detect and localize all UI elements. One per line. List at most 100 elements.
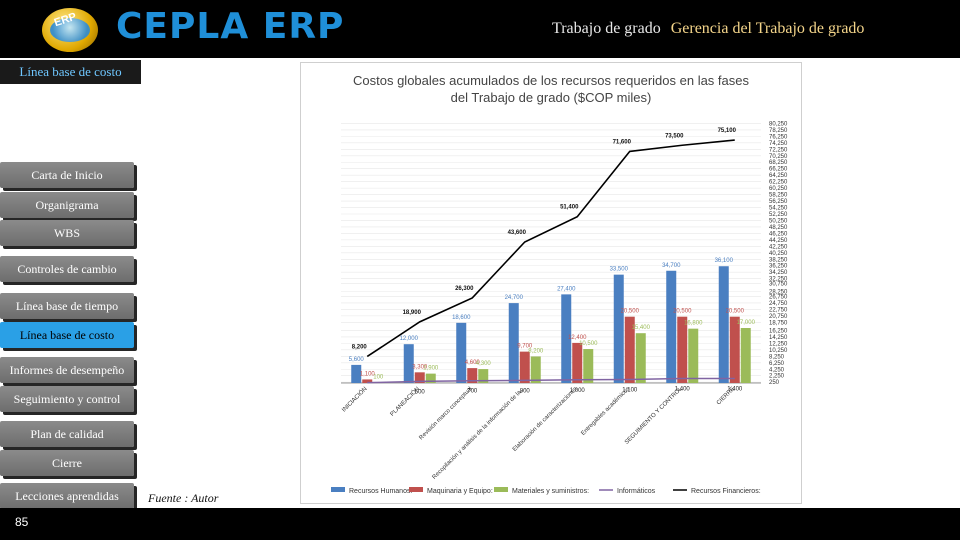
category-label: INICIACIÓN [341, 385, 369, 413]
y-tick-label: 60,250 [769, 186, 788, 192]
y-tick-label: 28,250 [769, 290, 788, 296]
bar-label: 1,100 [360, 371, 376, 377]
line-label: 43,600 [508, 230, 527, 236]
y-tick-label: 18,750 [769, 320, 788, 326]
y-tick-label: 76,250 [769, 134, 788, 140]
legend-label: Maquinaria y Equipo: [427, 488, 493, 495]
bar-label: 12,000 [400, 336, 419, 342]
bar-label: 15,400 [632, 325, 651, 331]
line-informaticos [367, 377, 735, 384]
y-tick-label: 72,250 [769, 147, 788, 153]
y-tick-label: 52,250 [769, 212, 788, 218]
sidebar-item-plan-de-calidad[interactable]: Plan de calidad [0, 421, 134, 447]
app-title: CEPLA ERP [116, 6, 345, 47]
category-label: SEGUIMIENTO Y CONTROL [624, 386, 684, 446]
y-tick-label: 14,250 [769, 335, 788, 341]
y-tick-label: 44,250 [769, 238, 788, 244]
line-label: 71,600 [613, 139, 632, 145]
bar-1-1 [414, 372, 425, 383]
bar-label: 20,500 [673, 309, 692, 315]
legend-label: Recursos Humanos: [349, 488, 412, 495]
line-label: 75,100 [718, 128, 737, 134]
sidebar-item-cierre[interactable]: Cierre [0, 450, 134, 476]
bar-label: 36,100 [715, 258, 734, 264]
sidebar-item-informes-de-desempeno[interactable]: Informes de desempeño [0, 357, 134, 383]
bar-0-4 [561, 294, 572, 383]
y-tick-label: 68,250 [769, 160, 788, 166]
bar-2-1 [425, 373, 436, 383]
y-tick-label: 50,250 [769, 218, 788, 224]
bar-1-6 [677, 316, 688, 383]
y-tick-label: 80,250 [769, 121, 788, 127]
sidebar-item-seguimiento-y-control[interactable]: Seguimiento y control [0, 386, 134, 412]
category-label: Elaboración de caracterizaciones [512, 386, 579, 453]
y-tick-label: 48,250 [769, 225, 788, 231]
legend-swatch-2 [494, 487, 508, 492]
line-label: 26,300 [455, 286, 474, 292]
category-label: CIERRE [716, 386, 736, 406]
chart-title-line-1: Costos globales acumulados de los recurs… [353, 73, 749, 88]
y-tick-label: 42,250 [769, 244, 788, 250]
bar-label: 8,200 [528, 348, 544, 354]
y-tick-label: 36,250 [769, 264, 788, 270]
bar-2-7 [740, 328, 751, 383]
bar-0-5 [613, 274, 624, 383]
bar-label: 4,300 [476, 361, 492, 367]
bar-2-4 [583, 349, 594, 383]
small-line-label: 800 [520, 388, 531, 394]
y-tick-label: 12,250 [769, 341, 788, 347]
cost-chart: Costos globales acumulados de los recurs… [300, 62, 802, 504]
bar-2-3 [530, 356, 541, 383]
y-tick-label: 8,250 [769, 354, 785, 360]
sidebar-item-lecciones-aprendidas[interactable]: Lecciones aprendidas [0, 483, 134, 509]
page-number: 85 [15, 515, 29, 529]
y-tick-label: 66,250 [769, 167, 788, 173]
bar-0-2 [456, 322, 467, 383]
bar-label: 34,700 [662, 263, 681, 269]
small-line-label: 500 [415, 389, 426, 395]
y-tick-label: 62,250 [769, 180, 788, 186]
nav-link-trabajo-de-grado[interactable]: Trabajo de grado [552, 20, 661, 37]
y-tick-label: 64,250 [769, 173, 788, 179]
y-tick-label: 10,250 [769, 348, 788, 354]
y-tick-label: 22,750 [769, 307, 788, 313]
sidebar-item-carta-de-inicio[interactable]: Carta de Inicio [0, 162, 134, 188]
bar-label: 27,400 [557, 286, 576, 292]
y-tick-label: 26,750 [769, 294, 788, 300]
sidebar-item-controles-de-cambio[interactable]: Controles de cambio [0, 256, 134, 282]
y-tick-label: 24,750 [769, 301, 788, 307]
y-tick-label: 6,250 [769, 361, 785, 367]
sidebar-item-linea-base-de-tiempo[interactable]: Línea base de tiempo [0, 293, 134, 319]
app-logo[interactable] [42, 8, 98, 52]
legend-label: Materiales y suministros: [512, 488, 589, 495]
y-tick-label: 46,250 [769, 231, 788, 237]
y-tick-label: 30,750 [769, 282, 788, 288]
legend-label: Informáticos [617, 488, 656, 495]
line-label: 8,200 [352, 344, 368, 350]
y-tick-label: 78,250 [769, 128, 788, 134]
y-tick-label: 56,250 [769, 199, 788, 205]
y-tick-label: 58,250 [769, 193, 788, 199]
bar-1-4 [572, 342, 583, 383]
legend-swatch-1 [409, 487, 423, 492]
bar-0-0 [351, 364, 362, 383]
category-label: Revisión marco conceptual [418, 386, 473, 441]
bar-label: 10,500 [579, 341, 598, 347]
bar-label: 3,300 [412, 364, 428, 370]
sidebar-item-wbs[interactable]: WBS [0, 220, 134, 246]
bar-1-0 [362, 379, 373, 383]
bar-label: 18,600 [452, 315, 471, 321]
nav-link-gerencia[interactable]: Gerencia del Trabajo de grado [670, 20, 865, 37]
sidebar-item-organigrama[interactable]: Organigrama [0, 192, 134, 218]
bar-2-6 [688, 328, 699, 383]
sidebar-item-linea-base-de-costo[interactable]: Línea base de costo [0, 322, 134, 348]
line-label: 51,400 [560, 205, 579, 211]
source-note: Fuente : Autor [148, 491, 219, 505]
bar-0-6 [666, 270, 677, 383]
bar-label: 24,700 [505, 295, 524, 301]
line-label: 73,500 [665, 133, 684, 139]
bar-label: 20,500 [726, 309, 745, 315]
small-line-label: 1,400 [675, 386, 691, 392]
bar-1-2 [467, 368, 478, 383]
cost-chart-svg: Costos globales acumulados de los recurs… [331, 73, 788, 495]
